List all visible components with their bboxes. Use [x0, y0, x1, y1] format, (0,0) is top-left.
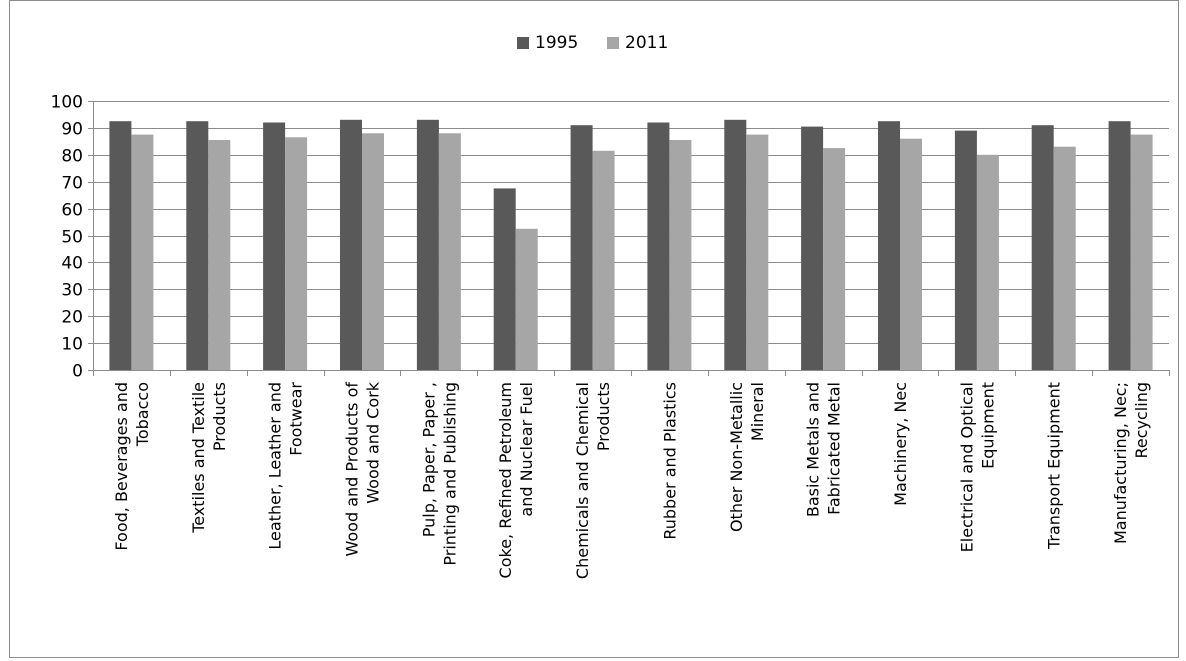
x-category-label-line: Products	[594, 382, 613, 451]
x-category-label-line: and Nuclear Fuel	[517, 382, 536, 517]
legend-item-1995: 1995	[517, 33, 578, 53]
bar-2011	[285, 137, 308, 370]
x-category-label-line: Transport Equipment	[1045, 382, 1064, 550]
x-category-label-line: Food, Beverages and	[112, 382, 131, 551]
gridlines	[93, 101, 1169, 344]
bar-1995	[340, 119, 362, 370]
chart-frame: 0 10 20 30 40 50 60 70 80 90 100 Food, Beverages a…	[9, 0, 1179, 658]
y-tick-label: 70	[61, 174, 83, 194]
x-category-label: Pulp, Paper, Paper , Printing and Publish…	[419, 382, 459, 566]
bar-2011	[746, 134, 769, 370]
bar-2011	[900, 138, 922, 370]
x-category-label-line: Printing and Publishing	[440, 382, 459, 566]
x-category-label-line: Wood and Products of	[343, 382, 362, 557]
y-tick-label: 20	[61, 308, 83, 328]
bar-1995	[878, 121, 900, 370]
x-category-label: Textiles and Textile Products	[189, 382, 229, 534]
x-category-label-line: Other Non-Metallic	[727, 382, 746, 532]
x-category-label-line: Products	[210, 382, 229, 451]
y-tick-label: 50	[61, 228, 83, 248]
x-category-label: Rubber and Plastics	[660, 382, 679, 540]
x-category-label-line: Wood and Cork	[364, 381, 383, 503]
y-tick-label: 0	[72, 362, 83, 382]
x-category-label-line: Fabricated Metal	[825, 382, 844, 515]
bar-1995	[186, 121, 209, 370]
bar-1995	[263, 122, 286, 370]
bar-1995	[954, 130, 977, 370]
x-category-label-line: Manufacturing, Nec;	[1111, 382, 1130, 544]
bar-2011	[976, 154, 999, 370]
bar-2011	[208, 140, 231, 370]
bar-1995	[109, 121, 132, 370]
bar-2011	[592, 150, 615, 370]
bar-1995	[724, 119, 747, 370]
x-category-label: Other Non-Metallic Mineral	[727, 382, 767, 532]
legend-label: 2011	[625, 33, 668, 53]
x-axis-labels: Food, Beverages and Tobacco Textiles and T…	[112, 381, 1151, 579]
y-tick-label: 30	[61, 281, 83, 301]
x-category-label-line: Basic Metals and	[804, 382, 823, 517]
bar-2011	[515, 228, 538, 370]
x-category-label-line: Coke, Refined Petroleum	[496, 382, 515, 578]
x-category-label: Basic Metals and Fabricated Metal	[804, 382, 844, 517]
x-category-label: Wood and Products of Wood and Cork	[343, 381, 383, 556]
x-category-label-line: Pulp, Paper, Paper ,	[419, 382, 438, 537]
x-category-label-line: Mineral	[748, 382, 767, 441]
bar-1995	[493, 188, 516, 370]
bar-1995	[801, 126, 824, 370]
x-category-label-line: Recycling	[1132, 382, 1151, 459]
legend-item-2011: 2011	[607, 33, 668, 53]
x-category-label: Chemicals and Chemical Products	[573, 382, 613, 579]
y-tick-label: 100	[51, 93, 83, 113]
y-tick-label: 40	[61, 254, 83, 274]
bar-2011	[1130, 134, 1153, 370]
bars	[109, 119, 1153, 370]
x-category-label: Manufacturing, Nec; Recycling	[1111, 382, 1151, 544]
y-tick-label: 10	[61, 335, 83, 355]
bar-1995	[647, 122, 670, 370]
x-category-label: Electrical and Optical Equipment	[957, 382, 997, 552]
x-category-label: Machinery, Nec	[891, 382, 910, 506]
legend-swatch	[607, 37, 619, 49]
x-category-label-line: Rubber and Plastics	[660, 382, 679, 540]
bar-1995	[570, 125, 593, 370]
bar-1995	[416, 119, 439, 370]
bar-2011	[131, 134, 154, 370]
x-category-label-line: Leather, Leather and	[266, 382, 285, 550]
x-category-label-line: Chemicals and Chemical	[573, 382, 592, 579]
legend-swatch	[517, 37, 529, 49]
bar-chart: 0 10 20 30 40 50 60 70 80 90 100 Food, Beverages a…	[51, 33, 1170, 579]
x-category-label-line: Tobacco	[133, 382, 152, 447]
bar-1995	[1031, 125, 1054, 370]
y-tick-label: 80	[61, 147, 83, 167]
legend: 1995 2011	[517, 33, 668, 53]
x-category-label-line: Footwear	[287, 382, 306, 456]
x-category-label: Coke, Refined Petroleum and Nuclear Fuel	[496, 382, 536, 578]
bar-2011	[669, 140, 692, 370]
y-tick-label: 60	[61, 201, 83, 221]
bar-2011	[438, 133, 461, 370]
x-category-label: Transport Equipment	[1045, 382, 1064, 550]
x-category-label-line: Textiles and Textile	[189, 382, 208, 534]
bar-1995	[1108, 121, 1131, 370]
bar-2011	[362, 133, 384, 370]
legend-label: 1995	[535, 33, 578, 53]
y-axis-ticks: 0 10 20 30 40 50 60 70 80 90 100	[51, 93, 93, 382]
x-category-label-line: Machinery, Nec	[891, 382, 910, 506]
axes	[93, 101, 1170, 376]
y-tick-label: 90	[61, 120, 83, 140]
bar-2011	[1053, 146, 1076, 370]
bar-2011	[823, 148, 846, 370]
x-category-label-line: Electrical and Optical	[957, 382, 976, 552]
x-category-label-line: Equipment	[978, 382, 997, 469]
x-category-label: Food, Beverages and Tobacco	[112, 382, 152, 551]
x-category-label: Leather, Leather and Footwear	[266, 382, 306, 550]
